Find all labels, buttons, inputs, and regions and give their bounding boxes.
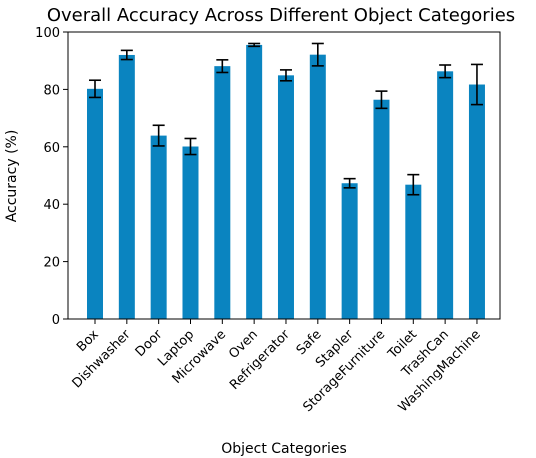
y-axis-label: Accuracy (%) (4, 130, 20, 223)
bar (405, 184, 422, 319)
bar (277, 75, 294, 319)
bar (468, 84, 485, 319)
bar (118, 54, 135, 320)
y-tick-label: 20 (43, 256, 60, 271)
plot-frame (67, 31, 501, 320)
y-tick-label: 60 (43, 141, 60, 156)
bar (87, 88, 103, 320)
bar (437, 71, 454, 319)
bar (373, 99, 390, 320)
bar (341, 183, 358, 319)
chart-title: Overall Accuracy Across Different Object… (47, 5, 515, 26)
bar (246, 44, 263, 319)
y-tick-label: 0 (52, 313, 60, 328)
bar (150, 135, 167, 319)
x-tick-label: Dishwasher (70, 327, 135, 392)
y-tick-label: 100 (35, 26, 60, 41)
bar (214, 66, 231, 319)
y-tick-label: 80 (43, 83, 60, 98)
bar (182, 146, 199, 319)
bar (309, 54, 326, 319)
x-tick-label: Box (74, 327, 102, 355)
y-tick-label: 40 (43, 198, 60, 213)
x-axis-label: Object Categories (221, 441, 347, 457)
